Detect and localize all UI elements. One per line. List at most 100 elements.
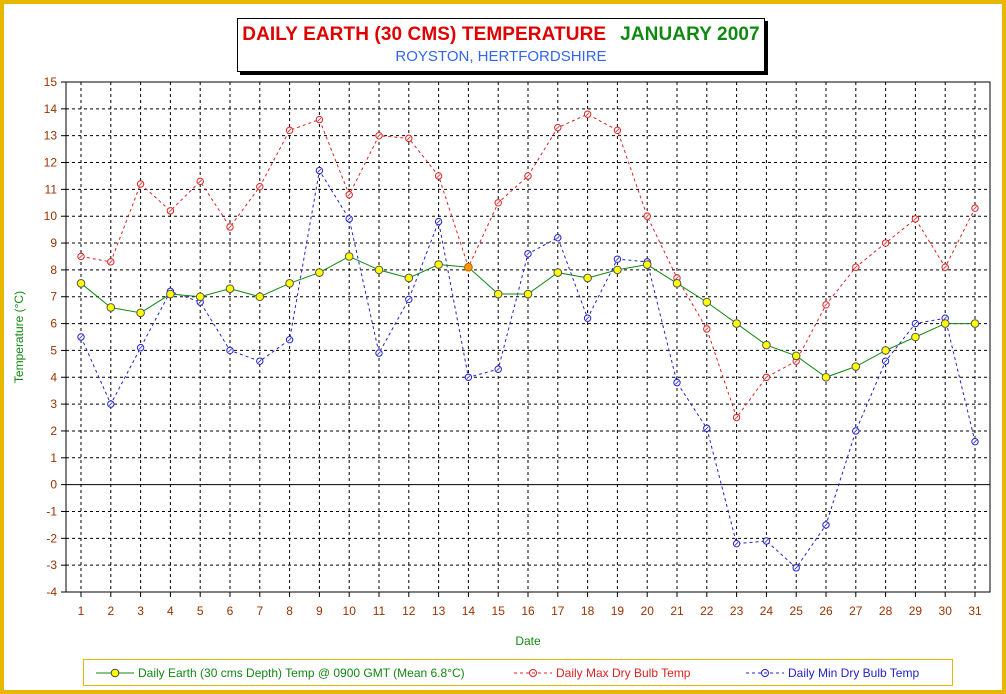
point-slash — [764, 539, 769, 543]
x-tick-label: 19 — [611, 604, 625, 618]
y-tick-label: -1 — [46, 504, 57, 518]
point-slash — [406, 136, 411, 141]
point-max — [405, 134, 413, 143]
point-slash — [704, 426, 709, 431]
x-tick-label: 6 — [227, 604, 234, 618]
point-slash — [138, 182, 143, 186]
point-min — [703, 424, 711, 432]
y-tick-label: 2 — [50, 424, 57, 438]
point-max — [107, 258, 115, 266]
x-tick-label: 11 — [373, 604, 386, 618]
legend-min-label: Daily Min Dry Bulb Temp — [788, 665, 920, 680]
point-max — [852, 263, 860, 271]
y-tick-label: 7 — [50, 290, 57, 304]
point-max — [941, 263, 949, 271]
point-slash — [257, 184, 262, 189]
point-max — [762, 373, 771, 381]
point-slash — [526, 251, 530, 256]
point-earth — [434, 260, 443, 269]
point-max — [345, 191, 353, 199]
point-slash — [198, 300, 203, 304]
point-max — [643, 212, 651, 220]
point-slash — [973, 206, 977, 211]
point-max — [971, 204, 979, 212]
point-slash — [585, 112, 590, 117]
point-max — [822, 301, 830, 309]
x-tick-label: 2 — [107, 604, 114, 618]
y-tick-label: 15 — [44, 75, 58, 89]
point-max — [77, 252, 85, 261]
point-slash — [108, 259, 113, 264]
point-slash — [555, 125, 560, 130]
point-slash — [347, 192, 352, 197]
point-min — [971, 437, 979, 446]
point-earth — [136, 308, 145, 318]
point-min — [673, 378, 681, 387]
point-slash — [794, 359, 799, 364]
point-max — [732, 413, 741, 422]
point-slash — [198, 179, 203, 184]
point-slash — [496, 200, 501, 205]
x-tick-label: 31 — [968, 604, 982, 618]
x-tick-label: 12 — [402, 604, 416, 618]
y-tick-label: 9 — [50, 236, 57, 250]
point-min — [345, 215, 353, 223]
y-tick-label: 11 — [45, 182, 58, 196]
legend: Daily Earth (30 cms Depth) Temp @ 0900 G… — [83, 659, 953, 686]
point-max — [375, 131, 383, 140]
point-earth — [225, 284, 235, 293]
y-tick-label: 8 — [50, 263, 57, 277]
legend-max-label: Daily Max Dry Bulb Temp — [556, 665, 691, 680]
point-min — [375, 349, 383, 357]
point-slash — [317, 117, 322, 122]
point-slash — [853, 265, 858, 270]
point-earth — [762, 340, 771, 350]
point-min — [136, 344, 145, 352]
legend-item-max: Daily Max Dry Bulb Temp — [514, 660, 690, 685]
point-max — [881, 239, 890, 247]
point-slash — [79, 254, 83, 259]
point-slash — [734, 415, 739, 420]
point-max — [524, 172, 532, 180]
point-slash — [883, 359, 888, 364]
x-tick-label: 29 — [909, 604, 923, 618]
point-min — [405, 295, 413, 304]
y-tick-label: -4 — [46, 585, 57, 599]
point-earth — [911, 332, 920, 342]
point-earth — [404, 273, 414, 283]
point-slash — [168, 208, 173, 213]
point-earth — [76, 279, 86, 288]
legend-max-swatch — [514, 668, 552, 677]
x-tick-label: 21 — [670, 604, 684, 618]
point-min — [107, 400, 115, 408]
x-tick-label: 25 — [790, 604, 804, 618]
point-slash — [347, 217, 352, 221]
point-slash — [704, 327, 709, 331]
point-min — [494, 365, 502, 373]
y-tick-label: -2 — [46, 531, 57, 545]
point-max — [226, 223, 234, 231]
x-tick-label: 30 — [939, 604, 953, 618]
point-slash — [615, 128, 620, 133]
point-max — [494, 199, 502, 207]
point-slash — [228, 225, 232, 229]
point-slash — [943, 316, 948, 321]
x-tick-label: 23 — [730, 604, 744, 618]
x-tick-label: 9 — [316, 604, 323, 618]
point-slash — [794, 565, 799, 570]
point-min — [524, 250, 532, 258]
point-max — [196, 177, 204, 186]
point-slash — [377, 133, 381, 138]
point-earth — [344, 252, 354, 261]
point-max — [703, 325, 711, 333]
x-tick-label: 24 — [760, 604, 774, 618]
point-min — [852, 427, 860, 435]
point-slash — [496, 367, 501, 372]
point-slash — [406, 297, 411, 302]
point-earth — [195, 292, 205, 302]
x-tick-label: 22 — [700, 604, 714, 618]
point-max — [554, 123, 562, 132]
point-slash — [257, 359, 262, 364]
